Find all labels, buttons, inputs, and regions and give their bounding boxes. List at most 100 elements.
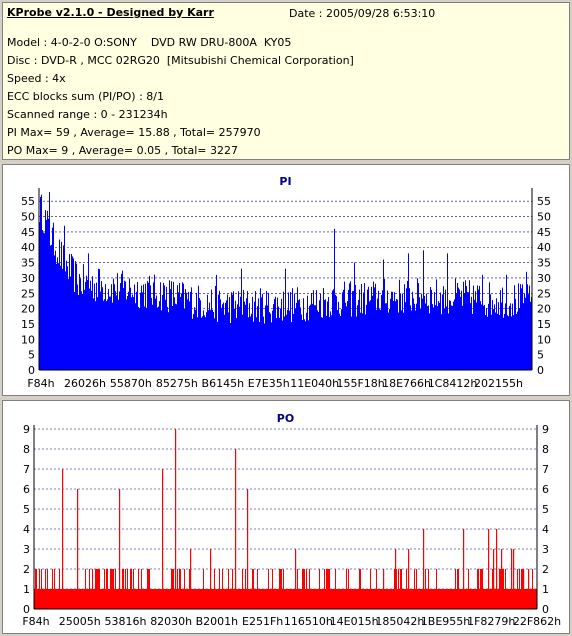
pi-bar xyxy=(236,318,237,370)
pi-bar xyxy=(181,293,182,370)
pi-bar xyxy=(337,310,338,370)
pi-bar xyxy=(424,295,425,370)
pi-bar xyxy=(260,288,261,370)
pi-bar xyxy=(185,289,186,370)
po-bar xyxy=(521,569,522,609)
po-bar xyxy=(123,569,124,609)
po-bar xyxy=(96,569,97,609)
y-tick-label-left: 40 xyxy=(21,241,35,254)
po-bar xyxy=(295,549,297,609)
y-tick-label-left: 7 xyxy=(23,463,30,476)
pi-bar xyxy=(228,312,229,370)
pi-bar xyxy=(497,313,498,370)
pi-bar xyxy=(441,314,442,370)
po-bar xyxy=(425,569,426,609)
pi-bar xyxy=(269,312,270,370)
pi-bar xyxy=(144,306,145,370)
po-bar xyxy=(423,529,425,609)
po-stats-line: PO Max= 9 , Average= 0.05 , Total= 3227 xyxy=(7,144,238,157)
po-bar xyxy=(113,569,114,609)
po-bar xyxy=(162,469,164,609)
pi-bar xyxy=(465,280,466,370)
pi-bar xyxy=(501,302,502,370)
pi-bar xyxy=(313,290,314,370)
po-bar xyxy=(245,569,246,609)
y-tick-label-left: 35 xyxy=(21,257,35,270)
pi-bar xyxy=(163,282,164,370)
pi-bar xyxy=(96,282,97,370)
pi-bar xyxy=(145,283,146,370)
po-bar xyxy=(232,569,233,609)
pi-bar xyxy=(314,305,315,370)
pi-bar xyxy=(508,316,509,370)
pi-bar xyxy=(162,295,163,370)
pi-bar xyxy=(273,304,274,370)
pi-bar xyxy=(346,306,347,370)
po-bar xyxy=(400,569,402,609)
pi-bar xyxy=(253,321,254,370)
pi-bar xyxy=(530,301,531,370)
po-bar xyxy=(189,569,190,609)
pi-bar xyxy=(494,304,495,370)
po-bar xyxy=(406,569,407,609)
pi-bar xyxy=(263,316,264,370)
pi-bar xyxy=(405,302,406,370)
po-bar xyxy=(242,569,243,609)
pi-bar xyxy=(411,310,412,370)
pi-bar xyxy=(106,301,107,370)
pi-bar xyxy=(216,274,217,370)
pi-bar xyxy=(340,316,341,370)
pi-bar xyxy=(243,289,244,370)
pi-bar xyxy=(402,293,403,370)
po-bar xyxy=(214,569,215,609)
pi-bar xyxy=(438,301,439,370)
pi-bar xyxy=(403,312,404,370)
po-bar xyxy=(177,569,178,609)
pi-bar xyxy=(49,192,50,370)
pi-bar xyxy=(303,298,304,370)
pi-bar xyxy=(267,305,268,370)
pi-bar xyxy=(55,250,56,370)
pi-bar xyxy=(362,313,363,370)
pi-bar xyxy=(430,286,431,370)
pi-bar xyxy=(249,303,250,370)
po-bar xyxy=(511,549,513,609)
pi-bar xyxy=(237,304,238,370)
pi-bar xyxy=(234,308,235,370)
pi-bar xyxy=(489,282,490,370)
pi-bar xyxy=(331,315,332,370)
po-bar xyxy=(106,569,107,609)
pi-bar xyxy=(68,279,69,370)
pi-bar xyxy=(355,284,356,370)
pi-bar xyxy=(450,300,451,370)
pi-bar xyxy=(420,308,421,370)
pi-bar xyxy=(118,299,119,370)
pi-bar xyxy=(412,291,413,370)
pi-bar xyxy=(478,289,479,370)
pi-bar xyxy=(483,305,484,370)
pi-bar xyxy=(198,285,199,370)
pi-bar xyxy=(400,293,401,370)
pi-bar xyxy=(404,284,405,370)
pi-bar xyxy=(333,289,334,370)
pi-bar xyxy=(418,283,419,370)
pi-bar xyxy=(48,218,49,370)
pi-bar xyxy=(274,298,275,370)
po-bar xyxy=(328,569,330,609)
pi-bar xyxy=(527,284,528,370)
pi-bar xyxy=(240,296,241,370)
pi-bar xyxy=(471,296,472,370)
pi-bar xyxy=(375,283,376,370)
pi-bar xyxy=(466,286,467,370)
po-bar xyxy=(401,569,402,609)
pi-bar xyxy=(134,284,135,370)
pi-bar xyxy=(321,317,322,370)
y-tick-label-right: 55 xyxy=(537,195,551,208)
pi-bar xyxy=(83,264,84,370)
pi-bar xyxy=(56,263,57,370)
po-bar xyxy=(54,569,55,609)
pi-bar xyxy=(462,305,463,370)
pi-bar xyxy=(79,273,80,370)
pi-stats-line: PI Max= 59 , Average= 15.88 , Total= 257… xyxy=(7,126,261,139)
po-bar xyxy=(319,569,320,609)
